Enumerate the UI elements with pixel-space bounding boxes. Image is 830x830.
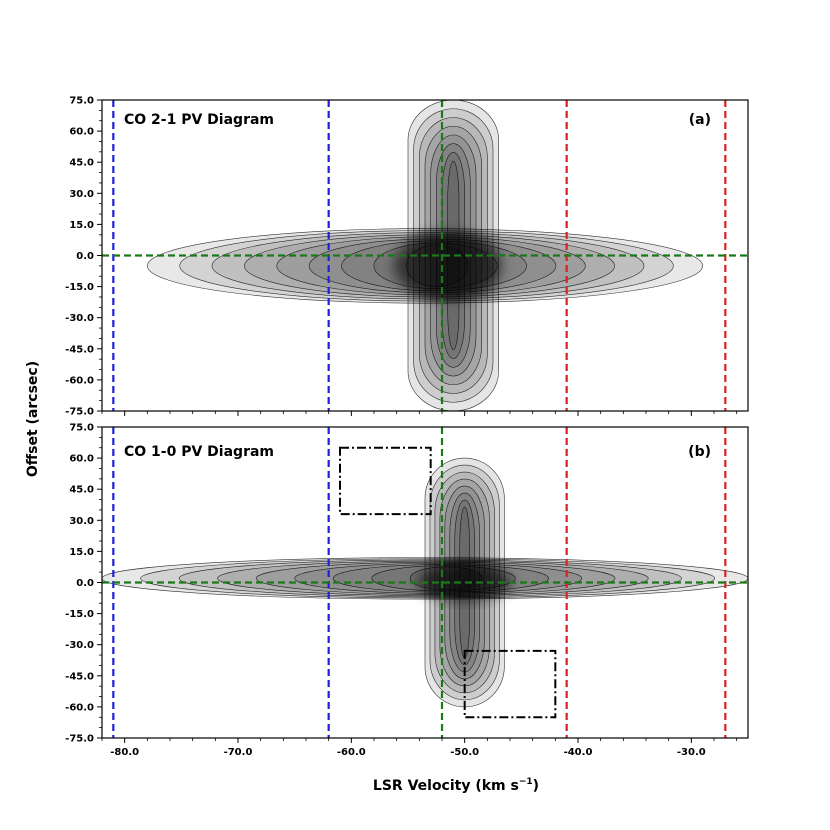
panel-b-y-axis: 75.0 60.0 45.0 30.0 15.0 0.0 -15.0 -30.0 -45.0 -6… bbox=[65, 423, 102, 745]
panel-b-boxes bbox=[339, 446, 557, 719]
y-tick-label: -60.0 bbox=[65, 702, 94, 713]
dashdot-box bbox=[339, 446, 432, 516]
panel-a: 75.0 60.0 45.0 30.0 15.0 0.0 -15.0 -30.0 -45.0 -6… bbox=[65, 96, 749, 418]
y-tick-label: 60.0 bbox=[69, 127, 94, 138]
y-tick-label: -60.0 bbox=[65, 375, 94, 386]
emission-peak-core bbox=[417, 563, 513, 602]
y-tick-label: -75.0 bbox=[65, 734, 94, 745]
y-tick-label: 30.0 bbox=[69, 189, 94, 200]
y-tick-label: -45.0 bbox=[65, 344, 94, 355]
x-axis-label-superscript: −1 bbox=[519, 777, 533, 787]
panel-b-label: (b) bbox=[688, 444, 711, 460]
panel-a-x-ticks bbox=[101, 411, 738, 416]
y-tick-label: 15.0 bbox=[69, 220, 94, 231]
y-tick-label: 60.0 bbox=[69, 454, 94, 465]
emission-peak bbox=[417, 563, 513, 602]
panel-b: 75.0 60.0 45.0 30.0 15.0 0.0 -15.0 -30.0 -45.0 -6… bbox=[65, 423, 749, 758]
x-tick-label: -60.0 bbox=[337, 747, 366, 758]
x-tick-label: -50.0 bbox=[450, 747, 479, 758]
y-tick-label: -45.0 bbox=[65, 671, 94, 682]
x-tick-label: -40.0 bbox=[564, 747, 593, 758]
y-tick-label: -15.0 bbox=[65, 609, 94, 620]
y-tick-label: 15.0 bbox=[69, 547, 94, 558]
y-tick-label: -75.0 bbox=[65, 407, 94, 418]
y-tick-label: 45.0 bbox=[69, 485, 94, 496]
y-tick-label: -30.0 bbox=[65, 313, 94, 324]
panel-b-title: CO 1-0 PV Diagram bbox=[124, 444, 274, 460]
y-tick-label: -30.0 bbox=[65, 640, 94, 651]
y-tick-label: -15.0 bbox=[65, 282, 94, 293]
x-tick-label: -70.0 bbox=[224, 747, 253, 758]
panel-a-emission bbox=[147, 100, 703, 411]
panel-b-emission bbox=[102, 457, 748, 708]
x-axis-label-text: LSR Velocity (km s bbox=[373, 778, 519, 794]
panel-a-label: (a) bbox=[689, 112, 711, 128]
panel-b-reference-lines bbox=[102, 427, 748, 738]
x-tick-label: -80.0 bbox=[110, 747, 139, 758]
x-axis-label: LSR Velocity (km s−1) bbox=[373, 777, 539, 794]
y-tick-label: 45.0 bbox=[69, 158, 94, 169]
emission-peak-core bbox=[393, 232, 503, 300]
panel-b-x-axis: -80.0 -70.0 -60.0 -50.0 -40.0 -30.0 bbox=[101, 738, 738, 758]
y-tick-label: 75.0 bbox=[69, 423, 94, 434]
y-tick-label: 75.0 bbox=[69, 96, 94, 107]
dashdot-box bbox=[463, 649, 557, 719]
panel-a-y-axis: 75.0 60.0 45.0 30.0 15.0 0.0 -15.0 -30.0 -45.0 -6… bbox=[65, 96, 102, 418]
x-axis-label-tail: ) bbox=[533, 778, 539, 794]
emission-peak bbox=[393, 232, 503, 300]
y-tick-label: 0.0 bbox=[76, 251, 94, 262]
panel-a-title: CO 2-1 PV Diagram bbox=[124, 112, 274, 128]
y-axis-label: Offset (arcsec) bbox=[25, 361, 41, 477]
x-tick-label: -30.0 bbox=[677, 747, 706, 758]
y-tick-label: 30.0 bbox=[69, 516, 94, 527]
panel-a-reference-lines bbox=[102, 100, 748, 411]
y-tick-label: 0.0 bbox=[76, 578, 94, 589]
